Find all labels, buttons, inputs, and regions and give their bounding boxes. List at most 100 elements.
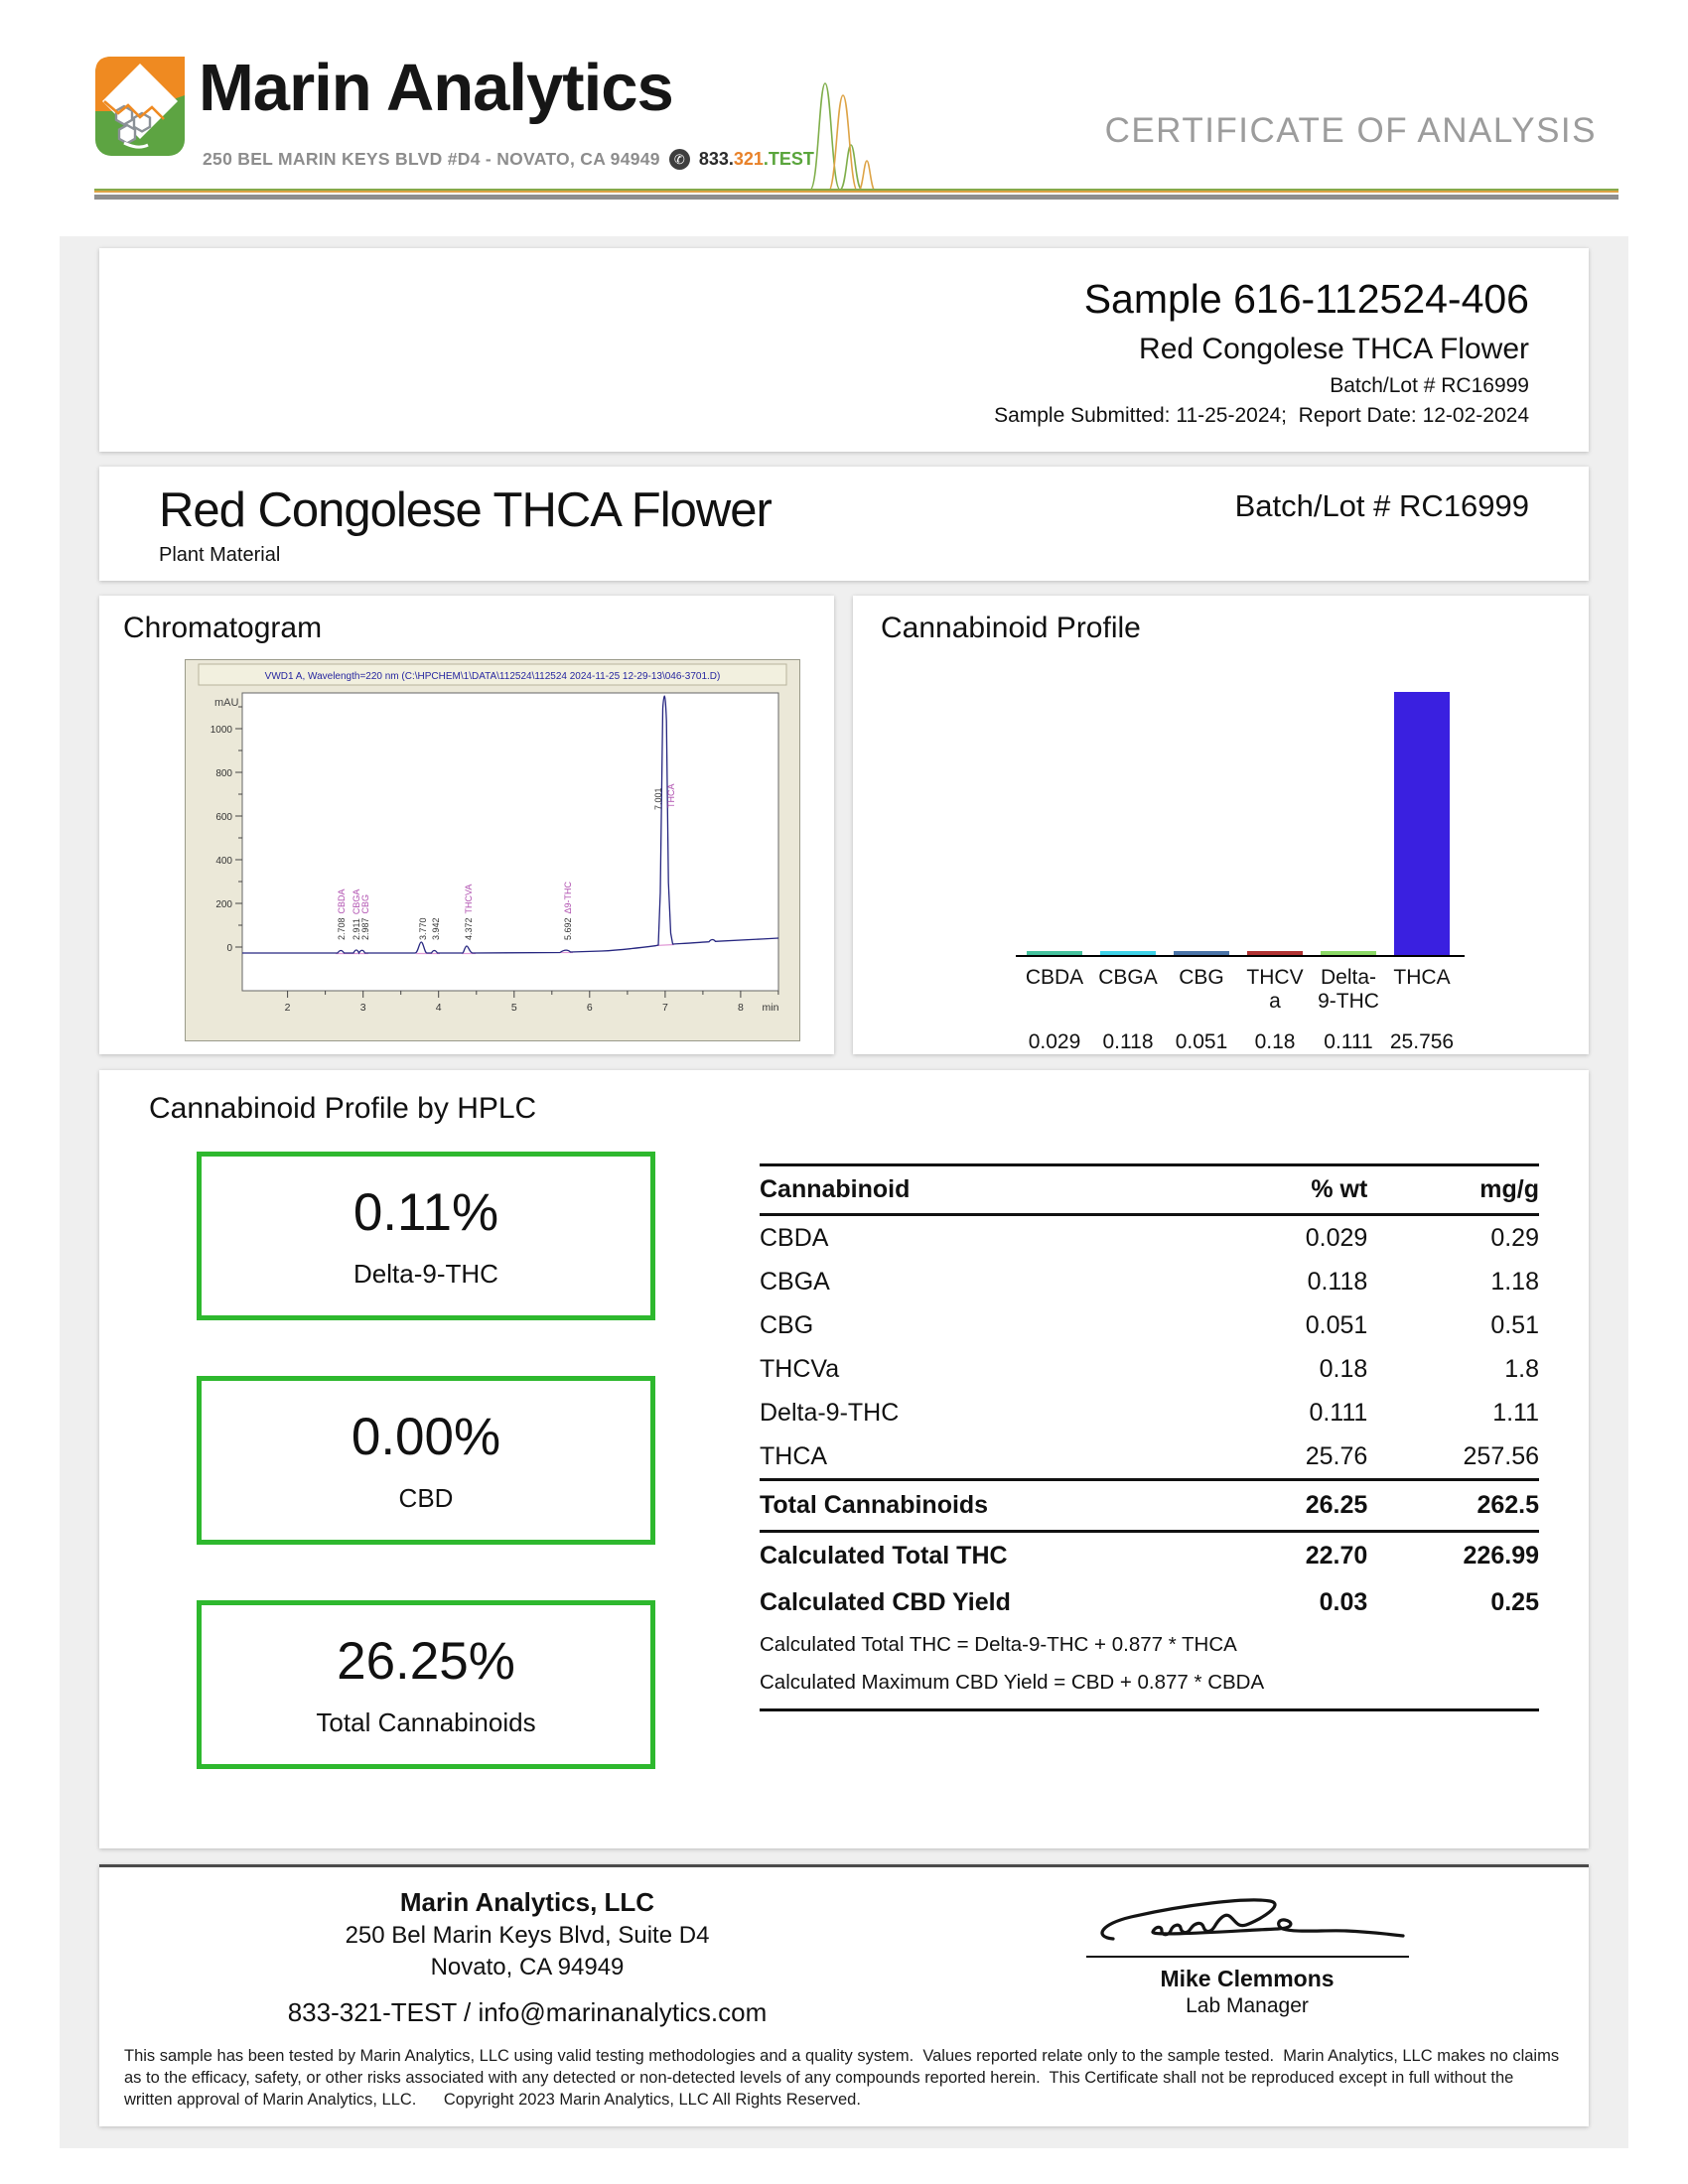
lab-address-line2: Novato, CA 94949 (430, 1954, 625, 1980)
table-row: THCVa 0.18 1.8 (760, 1354, 1539, 1383)
y-tick: 1000 (211, 725, 233, 736)
bar-value: 0.111 (1324, 1030, 1373, 1054)
product-title-band: Red Congolese THCA Flower Plant Material… (99, 467, 1589, 581)
total-cannabinoids-row: Total Cannabinoids 26.25 262.5 (760, 1478, 1539, 1533)
x-axis-unit: min (763, 1002, 779, 1014)
highlight-boxes: 0.11% Delta-9-THC 0.00% CBD 26.25% Total… (149, 1152, 660, 1825)
header: Marin Analytics 250 BEL MARIN KEYS BLVD … (0, 0, 1688, 205)
x-tick: 5 (511, 1002, 517, 1014)
highlight-value: 26.25% (337, 1632, 515, 1691)
lab-phone-email: 833-321-TEST / info@marinanalytics.com (287, 1997, 768, 2027)
header-divider (94, 189, 1618, 200)
x-tick: 2 (285, 1002, 291, 1014)
bar-labels: CBDA CBGA CBG THCV a Delta- 9-THC THCA (1016, 966, 1465, 1013)
bar-value: 25.756 (1389, 1030, 1455, 1054)
lab-company-name: Marin Analytics, LLC (399, 1887, 655, 1917)
bar-cbda (1027, 951, 1082, 955)
bar-label: THCA (1393, 966, 1451, 989)
signer-name: Mike Clemmons (1160, 1966, 1335, 1991)
peak-label: 2.708CBDA (337, 888, 347, 940)
highlight-label: CBD (398, 1483, 454, 1513)
sample-info-card: Sample 616-112524-406 Red Congolese THCA… (99, 248, 1589, 452)
bar-value: 0.18 (1254, 1030, 1296, 1054)
table-row: THCA 25.76 257.56 (760, 1441, 1539, 1470)
material-type: Plant Material (159, 544, 281, 566)
bar-values: 0.029 0.118 0.051 0.18 0.111 25.756 (1016, 1030, 1465, 1054)
header-phone: 833.321.TEST (698, 149, 814, 169)
table-row: CBGA 0.118 1.18 (760, 1267, 1539, 1296)
chromatogram-peaks-icon (794, 73, 894, 198)
cannabinoid-bar-chart: CBDA CBGA CBG THCV a Delta- 9-THC THCA 0… (1016, 692, 1465, 1054)
signer-title: Lab Manager (1186, 1994, 1309, 2017)
formula-cbd-yield: Calculated Maximum CBD Yield = CBD + 0.8… (760, 1664, 1539, 1711)
bar-label: CBGA (1098, 966, 1158, 989)
x-tick: 8 (738, 1002, 744, 1014)
signature-image (1083, 1887, 1411, 1964)
footer-card: Marin Analytics, LLC 250 Bel Marin Keys … (99, 1864, 1589, 2127)
bar-thcva (1247, 951, 1303, 955)
bar-value: 0.051 (1175, 1030, 1228, 1054)
table-row: CBDA 0.029 0.29 (760, 1223, 1539, 1252)
signature-block: Mike Clemmons Lab Manager (930, 1887, 1564, 2028)
formula-total-thc: Calculated Total THC = Delta-9-THC + 0.8… (760, 1633, 1237, 1656)
charts-row: Chromatogram VWD1 A, Wavelength=220 nm (… (99, 596, 1589, 1054)
highlight-delta-9-thc: 0.11% Delta-9-THC (197, 1152, 655, 1320)
table-header-row: Cannabinoid % wt mg/g (760, 1163, 1539, 1216)
sample-product-name: Red Congolese THCA Flower (1139, 333, 1529, 365)
content-band: Sample 616-112524-406 Red Congolese THCA… (60, 236, 1628, 2149)
y-tick: 800 (215, 768, 232, 779)
signature-line (1085, 1956, 1409, 1958)
highlight-label: Delta-9-THC (353, 1259, 498, 1289)
bar-cbg (1174, 951, 1229, 955)
sample-id: Sample 616-112524-406 (1083, 276, 1529, 322)
y-tick: 400 (215, 856, 232, 867)
chromatogram-section-title: Chromatogram (123, 612, 323, 644)
lab-contact-block: Marin Analytics, LLC 250 Bel Marin Keys … (124, 1887, 930, 2028)
x-tick: 3 (360, 1002, 366, 1014)
bar-cbga (1100, 951, 1156, 955)
bar-area (1016, 692, 1465, 957)
chromatogram-plot: VWD1 A, Wavelength=220 nm (C:\HPCHEM\1\D… (185, 659, 810, 1046)
highlight-total-cannabinoids: 26.25% Total Cannabinoids (197, 1600, 655, 1769)
peak-label: 3.942 (431, 917, 441, 940)
brand-name: Marin Analytics (199, 51, 674, 125)
col-header-pct-wt: % wt (1188, 1163, 1368, 1216)
col-header-mg-g: mg/g (1367, 1163, 1539, 1216)
y-tick: 200 (215, 899, 232, 910)
header-address-row: 250 BEL MARIN KEYS BLVD #D4 - NOVATO, CA… (203, 149, 814, 170)
bar-value: 0.118 (1102, 1030, 1154, 1054)
highlight-label: Total Cannabinoids (316, 1707, 536, 1737)
header-address: 250 BEL MARIN KEYS BLVD #D4 - NOVATO, CA… (203, 149, 660, 169)
peak-label: THCA (666, 784, 676, 809)
sample-dates: Sample Submitted: 11-25-2024; Report Dat… (994, 404, 1529, 427)
product-title-block: Red Congolese THCA Flower Plant Material (159, 482, 773, 567)
calculated-total-thc-row: Calculated Total THC 22.70 226.99 (760, 1542, 1539, 1570)
sample-batch-lot: Batch/Lot # RC16999 (1330, 374, 1529, 397)
peak-label: 2.987CBG (360, 894, 370, 940)
bar-value: 0.029 (1028, 1030, 1081, 1054)
x-tick: 7 (662, 1002, 668, 1014)
hplc-card: Cannabinoid Profile by HPLC 0.11% Delta-… (99, 1070, 1589, 1848)
bar-label: CBG (1179, 966, 1224, 989)
peak-label: 4.372THCVA (464, 885, 474, 940)
lab-address-line1: 250 Bel Marin Keys Blvd, Suite D4 (345, 1922, 710, 1949)
bar-label: THCV a (1246, 966, 1304, 1013)
peak-label: 7.001 (653, 787, 663, 810)
phone-icon: ✆ (668, 149, 690, 170)
chromatogram-instrument-line: VWD1 A, Wavelength=220 nm (C:\HPCHEM\1\D… (265, 671, 721, 682)
x-tick: 4 (436, 1002, 442, 1014)
table-row: Delta-9-THC 0.111 1.11 (760, 1398, 1539, 1427)
bar-thca (1394, 692, 1450, 955)
product-name: Red Congolese THCA Flower (159, 483, 773, 537)
y-axis-unit: mAU (214, 697, 239, 709)
cannabinoid-table: Cannabinoid % wt mg/g CBDA 0.029 0.29 CBGA… (760, 1163, 1539, 1711)
y-tick: 600 (215, 812, 232, 823)
peak-label: 5.692Δ9-THC (563, 881, 573, 940)
highlight-value: 0.00% (351, 1408, 501, 1466)
peak-label: 3.770 (418, 917, 428, 940)
highlight-cbd: 0.00% CBD (197, 1376, 655, 1545)
bar-label: CBDA (1025, 966, 1084, 989)
batch-lot-number: Batch/Lot # RC16999 (1234, 488, 1529, 523)
bar-delta-9-thc (1321, 951, 1376, 955)
